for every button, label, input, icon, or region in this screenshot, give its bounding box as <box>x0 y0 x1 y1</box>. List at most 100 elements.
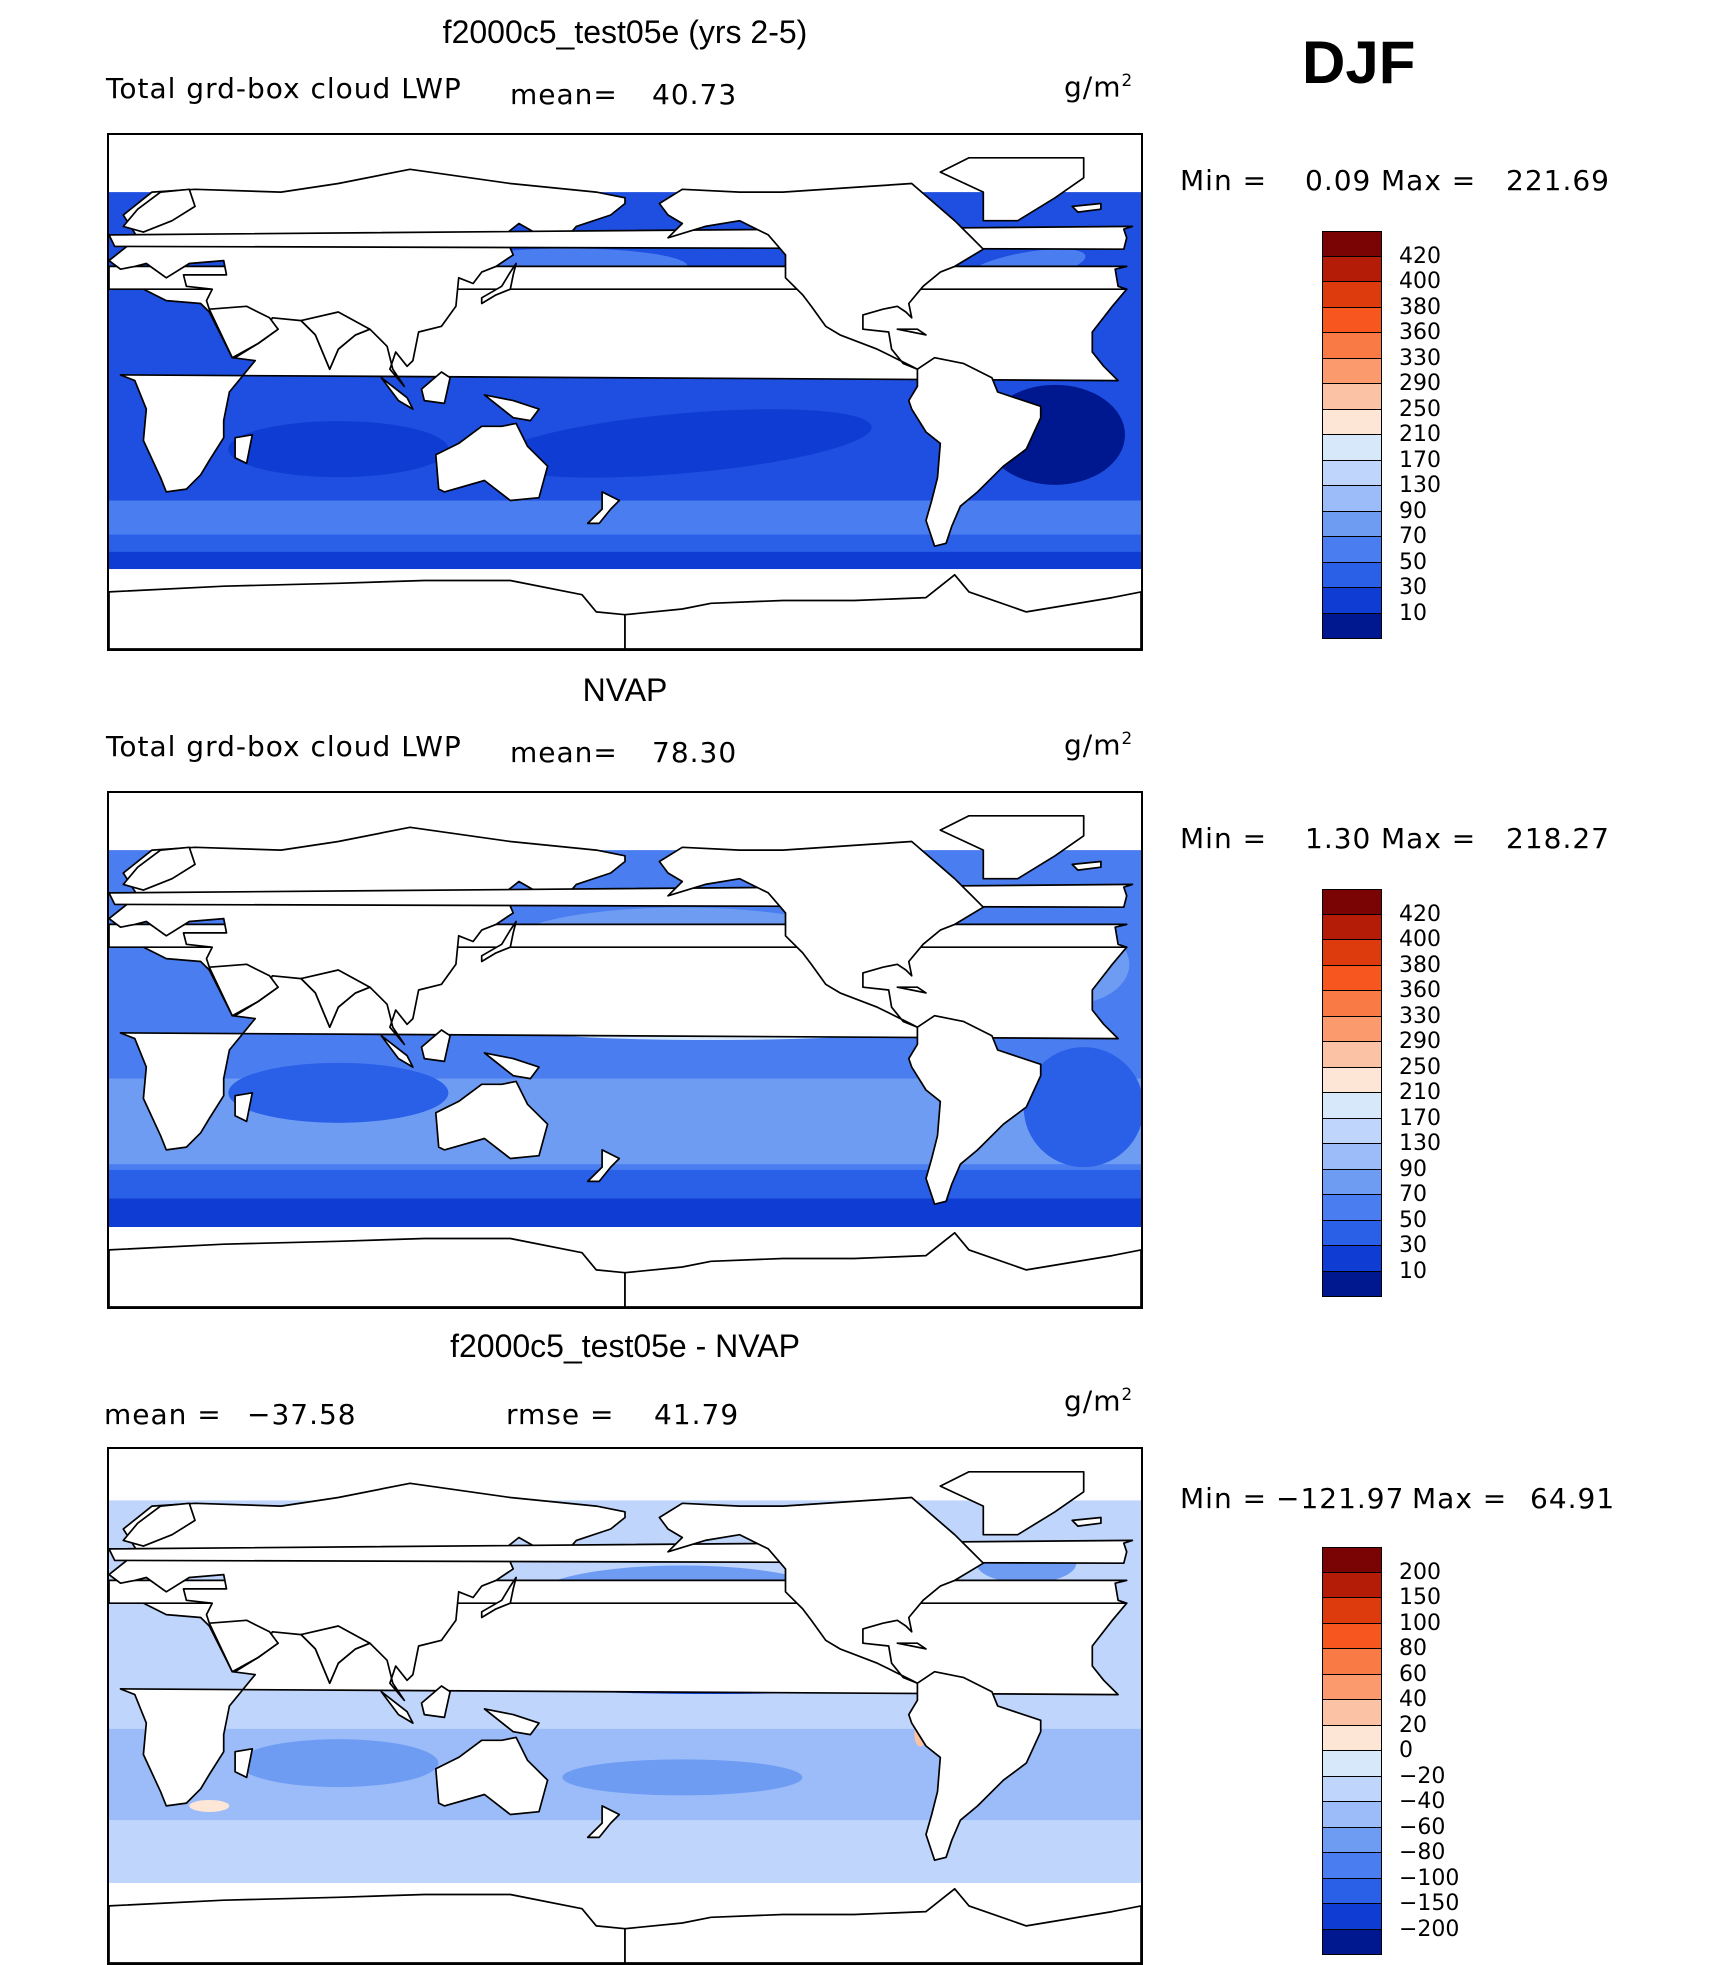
landmass-namerica <box>658 840 985 1029</box>
colorbar-tick-label: 0 <box>1399 1738 1413 1763</box>
landmass-madagascar <box>234 1747 254 1779</box>
panel-1-max-label: Max = <box>1381 164 1477 197</box>
panel-2-variable-label: Total grd-box cloud LWP <box>106 730 462 763</box>
landmass-namerica <box>658 1496 985 1685</box>
colorbar-swatch <box>1322 384 1382 410</box>
panel-1-map <box>107 133 1143 651</box>
colorbar-tick-label: 400 <box>1399 927 1441 952</box>
colorbar-swatch <box>1322 1144 1382 1170</box>
colorbar-swatch <box>1322 486 1382 512</box>
landmass-png <box>483 1052 540 1080</box>
landmass-iceland <box>1071 202 1102 213</box>
colorbar-tick-label: 330 <box>1399 1003 1441 1029</box>
colorbar-swatch <box>1322 1572 1382 1598</box>
colorbar-swatch <box>1322 1649 1382 1675</box>
panel-1-min-label: Min = <box>1180 164 1268 197</box>
landmass-india <box>300 1625 371 1685</box>
panel-3-min-value: −121.97 <box>1276 1482 1405 1515</box>
colorbar-tick-label: 30 <box>1399 1233 1427 1258</box>
colorbar-tick-label: −150 <box>1399 1891 1460 1916</box>
colorbar-swatch <box>1322 1776 1382 1802</box>
colorbar-tick-label: 130 <box>1399 473 1441 498</box>
panel-2-min-value: 1.30 <box>1305 822 1372 855</box>
colorbar-swatch <box>1322 282 1382 308</box>
colorbar-tick-label: 30 <box>1399 575 1427 600</box>
landmass-india <box>300 311 371 371</box>
panel-3-title: f2000c5_test05e - NVAP <box>450 1328 800 1364</box>
landmass-nz <box>586 1149 621 1183</box>
colorbar-swatch <box>1322 1878 1382 1904</box>
colorbar-swatch <box>1322 588 1382 614</box>
landmass-borneo <box>420 1029 451 1063</box>
landmass-antarctica <box>109 1237 626 1307</box>
landmass-sumatra <box>380 1690 414 1724</box>
landmass-arabia <box>208 1619 279 1673</box>
colorbar-swatch <box>1322 1623 1382 1649</box>
panel-1-mean-label: mean= <box>510 78 618 111</box>
landmass-png <box>483 1708 540 1736</box>
colorbar-swatch <box>1322 307 1382 333</box>
colorbar-swatch <box>1322 1598 1382 1624</box>
colorbar-swatch <box>1322 1169 1382 1195</box>
panel-1-map-svg <box>109 135 1141 649</box>
landmass-india <box>300 969 371 1029</box>
landmass-cuba <box>896 986 927 994</box>
colorbar-tick-label: 80 <box>1399 1636 1427 1661</box>
panel-2-units: g/m2 <box>1064 728 1134 762</box>
panel-2-title: NVAP <box>582 672 668 708</box>
landmass-iceland <box>1071 860 1102 871</box>
colorbar-tick-label: 90 <box>1399 1156 1427 1182</box>
colorbar-tick-label: 360 <box>1399 978 1441 1003</box>
panel-3-units: g/m2 <box>1064 1384 1134 1418</box>
landmass-antarctica <box>109 1893 626 1963</box>
landmass-samerica <box>907 1670 1042 1862</box>
colorbar-tick-label: 70 <box>1399 1182 1427 1207</box>
landmass-borneo <box>420 371 451 405</box>
colorbar-swatch <box>1322 409 1382 435</box>
panel-1-min-value: 0.09 <box>1305 164 1372 197</box>
panel-3-colorbar <box>1322 1547 1382 1955</box>
panel-3-mean-label: mean = <box>104 1398 222 1431</box>
panel-3-rmse-label: rmse = <box>506 1398 615 1431</box>
colorbar-swatch <box>1322 1827 1382 1853</box>
landmass-samerica <box>907 1014 1042 1206</box>
panel-3-rmse-value: 41.79 <box>654 1398 740 1431</box>
landmass-antarctica2 <box>624 1231 1141 1307</box>
colorbar-swatch <box>1322 914 1382 940</box>
colorbar-swatch <box>1322 460 1382 486</box>
landmass-scand <box>122 188 196 233</box>
colorbar-swatch <box>1322 1067 1382 1093</box>
colorbar-tick-label: 70 <box>1399 524 1427 549</box>
colorbar-tick-label: 10 <box>1399 1258 1427 1284</box>
panel-2-mean-label: mean= <box>510 736 618 769</box>
panel-2-max-label: Max = <box>1381 822 1477 855</box>
panel-1-mean-value: 40.73 <box>652 78 738 111</box>
colorbar-swatch <box>1322 1802 1382 1828</box>
landmass-iceland <box>1071 1516 1102 1527</box>
landmass-samerica <box>907 356 1042 548</box>
colorbar-tick-label: 50 <box>1399 549 1427 575</box>
landmass-antarctica2 <box>624 573 1141 649</box>
colorbar-tick-label: 150 <box>1399 1585 1441 1610</box>
colorbar-tick-label: 290 <box>1399 371 1441 396</box>
landmass-scand <box>122 846 196 891</box>
colorbar-swatch <box>1322 1929 1382 1955</box>
panel-1-units: g/m2 <box>1064 70 1134 104</box>
colorbar-swatch <box>1322 1725 1382 1751</box>
panel-2-map-svg <box>109 793 1141 1307</box>
colorbar-swatch <box>1322 562 1382 588</box>
colorbar-tick-label: 290 <box>1399 1029 1441 1054</box>
colorbar-tick-label: 420 <box>1399 901 1441 927</box>
panel-3-mean-value: −37.58 <box>247 1398 357 1431</box>
colorbar-tick-label: 20 <box>1399 1712 1427 1738</box>
colorbar-tick-label: 380 <box>1399 952 1441 978</box>
landmass-namerica <box>658 182 985 371</box>
landmass-japan <box>480 262 517 305</box>
landmass-sumatra <box>380 1034 414 1068</box>
colorbar-swatch <box>1322 231 1382 257</box>
colorbar-swatch <box>1322 1093 1382 1119</box>
colorbar-tick-label: 210 <box>1399 422 1441 447</box>
colorbar-swatch <box>1322 1271 1382 1297</box>
colorbar-tick-label: 100 <box>1399 1610 1441 1636</box>
colorbar-swatch <box>1322 613 1382 639</box>
